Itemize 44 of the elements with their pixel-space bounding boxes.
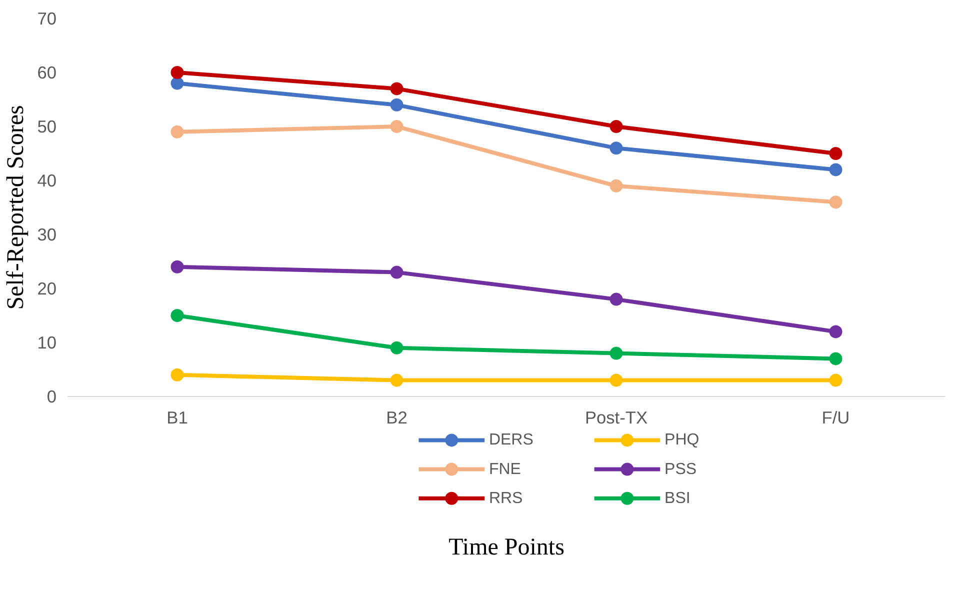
point (390, 374, 404, 387)
legend-label: PSS (664, 460, 697, 478)
point (390, 120, 404, 133)
y-tick-label: 30 (37, 224, 57, 244)
legend-label: FNE (488, 460, 521, 478)
x-tick-label: Post-TX (584, 408, 648, 428)
point (829, 325, 842, 338)
point (829, 196, 842, 209)
legend-label: PHQ (664, 432, 700, 449)
point (390, 82, 404, 96)
point (829, 374, 842, 387)
point (610, 120, 623, 133)
point (390, 98, 404, 112)
point (390, 341, 404, 354)
point (610, 179, 623, 192)
point (829, 147, 842, 160)
y-tick-label: 20 (37, 278, 57, 298)
point (170, 125, 184, 138)
point (610, 292, 623, 306)
y-tick-label: 60 (37, 62, 57, 82)
y-tick-label: 50 (37, 116, 57, 136)
x-tick-label: F/U (822, 408, 850, 428)
x-axis-title: Time Points (448, 534, 564, 560)
y-tick-label: 40 (37, 170, 57, 190)
y-axis-title: Self-Reported Scores (3, 105, 30, 310)
y-tick-label: 10 (37, 332, 57, 352)
legend-label: DERS (488, 432, 534, 449)
x-tick-label: B1 (166, 408, 188, 428)
point (829, 163, 842, 176)
point (610, 374, 623, 387)
x-tick-label: B2 (386, 408, 408, 428)
y-tick-label: 70 (37, 8, 57, 28)
point (170, 260, 184, 274)
point (829, 352, 842, 366)
legend-label: RRS (488, 490, 523, 507)
point (170, 76, 184, 90)
point (390, 266, 404, 279)
point (610, 142, 623, 155)
point (610, 346, 623, 360)
point (170, 368, 184, 382)
y-tick-label: 0 (46, 386, 57, 406)
point (170, 66, 184, 79)
legend-label: BSI (664, 490, 690, 507)
point (170, 309, 184, 322)
